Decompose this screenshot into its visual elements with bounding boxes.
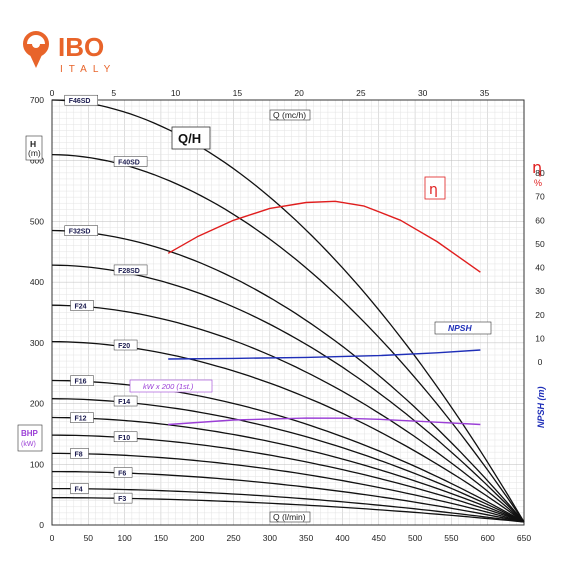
eta-tick-label: 0	[538, 357, 543, 367]
head-curve	[51, 264, 525, 523]
head-curve-label-box	[113, 264, 148, 276]
head-curve	[51, 99, 525, 523]
bottom-tick-label: 500	[408, 533, 422, 543]
eta-tick-label: 50	[535, 239, 545, 249]
head-curve-label: F8	[75, 451, 83, 458]
eta-tick-label: 30	[535, 286, 545, 296]
brand-sub: ITALY	[60, 64, 116, 75]
head-curve-label-box	[113, 492, 133, 504]
bottom-axis-unit: (l/min)	[282, 512, 306, 522]
eta-tick-label: 10	[535, 333, 545, 343]
left-axis-label: H	[30, 139, 36, 149]
bottom-tick-label: 150	[154, 533, 168, 543]
head-curve-label: F14	[118, 399, 130, 406]
head-curve-label: F20	[118, 343, 130, 350]
eta-curve-label: η	[429, 182, 438, 198]
plot-frame	[51, 99, 525, 526]
bhp-label: BHP	[21, 429, 39, 438]
head-curve-label-box	[70, 483, 89, 494]
head-curve	[51, 304, 525, 523]
bhp-curve	[168, 417, 481, 426]
top-tick-label: 5	[111, 88, 116, 98]
head-curve-label: F12	[75, 416, 87, 423]
left-tick-label: 600	[30, 156, 44, 166]
brand-name: IBO	[58, 32, 104, 62]
chart-title: Q/H	[178, 131, 201, 146]
left-tick-label: 700	[30, 95, 44, 105]
eta-tick-label: 60	[535, 215, 545, 225]
head-curve-label-box	[113, 431, 138, 443]
bottom-tick-label: 450	[372, 533, 386, 543]
head-curve-label-box	[113, 395, 138, 407]
head-curve-label-box	[70, 300, 94, 311]
eta-axis-unit: %	[534, 178, 542, 188]
head-curve-label-box	[70, 448, 89, 459]
head-curve-label: F24	[75, 304, 87, 311]
npsh-curve	[168, 349, 481, 360]
head-curve-label: F32SD	[69, 229, 91, 236]
bottom-tick-label: 350	[299, 533, 313, 543]
bottom-tick-label: 0	[50, 533, 55, 543]
npsh-axis-label: NPSH (m)	[536, 386, 546, 428]
top-tick-label: 10	[171, 88, 181, 98]
head-curve-label: F40SD	[118, 160, 140, 167]
efficiency-curve	[167, 200, 481, 273]
bottom-tick-label: 250	[226, 533, 240, 543]
head-curve	[52, 487, 525, 523]
eta-tick-label: 80	[535, 168, 545, 178]
head-curve-label: F10	[118, 435, 130, 442]
top-tick-label: 15	[233, 88, 243, 98]
top-tick-label: 35	[480, 88, 490, 98]
left-tick-label: 200	[30, 399, 44, 409]
head-curve-label-box	[70, 412, 94, 423]
ibo-logo: IBO ITALY	[23, 31, 116, 75]
eta-tick-label: 70	[535, 192, 545, 202]
bhp-curve-label: kW x 200 (1st.)	[143, 382, 194, 391]
npsh-curve-label: NPSH	[448, 323, 472, 333]
bottom-tick-label: 600	[481, 533, 495, 543]
bottom-tick-label: 200	[190, 533, 204, 543]
bottom-tick-label: 650	[517, 533, 531, 543]
bhp-unit: (kW)	[21, 441, 36, 448]
eta-axis-label: η	[532, 158, 542, 177]
top-tick-label: 30	[418, 88, 428, 98]
top-tick-label: 20	[294, 88, 304, 98]
bottom-tick-label: 400	[335, 533, 349, 543]
bottom-axis-label: Q	[273, 512, 280, 522]
left-tick-label: 0	[39, 520, 44, 530]
top-axis-label: Q	[273, 110, 280, 120]
top-tick-label: 0	[50, 88, 55, 98]
bottom-tick-label: 100	[118, 533, 132, 543]
head-curve-label-box	[70, 375, 94, 386]
head-curve	[52, 452, 525, 523]
bottom-tick-label: 50	[84, 533, 94, 543]
head-curve	[51, 153, 525, 523]
eta-tick-label: 40	[535, 263, 545, 273]
left-axis-unit: (m)	[28, 148, 41, 158]
left-tick-label: 400	[30, 277, 44, 287]
top-tick-label: 25	[356, 88, 366, 98]
bottom-tick-label: 300	[263, 533, 277, 543]
head-curve-label-box	[113, 467, 133, 478]
head-curve	[51, 229, 525, 523]
bottom-tick-label: 550	[444, 533, 458, 543]
left-tick-label: 300	[30, 338, 44, 348]
head-curve-label: F3	[118, 496, 126, 503]
top-axis-unit: (mc/h)	[282, 110, 306, 120]
head-curve-label: F6	[118, 471, 126, 478]
head-curve-label-box	[113, 339, 138, 351]
left-tick-label: 500	[30, 216, 44, 226]
head-curve-label: F46SD	[69, 98, 91, 105]
head-curve-label-box	[64, 225, 98, 236]
head-curve-label: F4	[75, 487, 83, 494]
left-tick-label: 100	[30, 459, 44, 469]
eta-tick-label: 20	[535, 310, 545, 320]
head-curve-label-box	[113, 156, 148, 167]
head-curve	[51, 416, 525, 523]
head-curve-label: F28SD	[118, 268, 140, 275]
head-curve-label-box	[64, 94, 98, 106]
head-curve-label: F16	[75, 379, 87, 386]
